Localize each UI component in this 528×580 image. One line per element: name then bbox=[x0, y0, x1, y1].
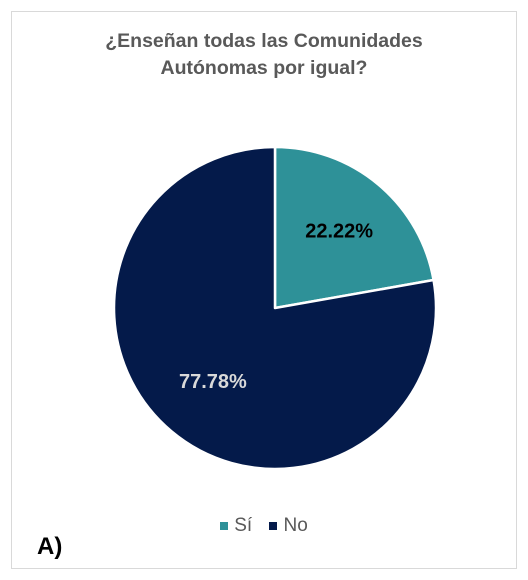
pie-slice-no bbox=[112, 145, 438, 471]
chart-title-line-1: ¿Enseñan todas las Comunidades bbox=[105, 30, 423, 52]
legend-swatch-no bbox=[269, 522, 278, 530]
legend-label-si: Sí bbox=[234, 515, 253, 536]
panel-label: A) bbox=[37, 533, 63, 560]
chart-title-line-2: Autónomas por igual? bbox=[160, 57, 368, 79]
legend-swatch-si bbox=[220, 522, 229, 530]
legend: Sí No bbox=[0, 514, 528, 537]
legend-item-no: No bbox=[269, 515, 308, 537]
chart-title: ¿Enseñan todas las Comunidades Autónomas… bbox=[0, 28, 528, 82]
data-label-si: 22.22% bbox=[305, 221, 373, 243]
pie-slice-si bbox=[273, 145, 435, 310]
legend-label-no: No bbox=[283, 515, 308, 536]
data-label-no: 77.78% bbox=[179, 371, 247, 393]
legend-item-si: Sí bbox=[220, 515, 252, 537]
